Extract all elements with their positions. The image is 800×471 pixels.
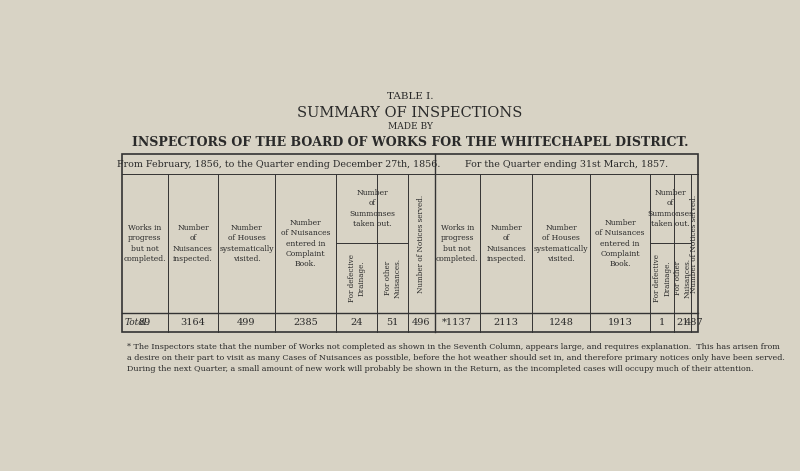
Text: Number
of Nuisances
entered in
Complaint
Book.: Number of Nuisances entered in Complaint…	[281, 219, 330, 268]
Text: For defective
Drainage.: For defective Drainage.	[348, 254, 366, 302]
Text: 487: 487	[685, 318, 704, 327]
Text: Number
of Nuisances
entered in
Complaint
Book.: Number of Nuisances entered in Complaint…	[595, 219, 645, 268]
Text: From February, 1856, to the Quarter ending December 27th, 1856.: From February, 1856, to the Quarter endi…	[117, 160, 440, 169]
Text: 2113: 2113	[494, 318, 518, 327]
Text: Number
of
Nuisances
inspected.: Number of Nuisances inspected.	[486, 224, 526, 263]
Text: Number of Notices served.: Number of Notices served.	[690, 195, 698, 292]
Text: For other
Nuisances.: For other Nuisances.	[384, 258, 402, 298]
Text: 499: 499	[238, 318, 256, 327]
Text: Number
of
Nuisances
inspected.: Number of Nuisances inspected.	[173, 224, 213, 263]
Text: Number
of
Summonses
taken out.: Number of Summonses taken out.	[349, 189, 395, 228]
Text: For the Quarter ending 31st March, 1857.: For the Quarter ending 31st March, 1857.	[465, 160, 668, 169]
Text: 51: 51	[386, 318, 398, 327]
Text: 21: 21	[676, 318, 689, 327]
Text: Number of Notices served.: Number of Notices served.	[418, 195, 426, 292]
Text: For defective
Drainage.: For defective Drainage.	[654, 254, 671, 302]
Text: During the next Quarter, a small amount of new work will probably be shown in th: During the next Quarter, a small amount …	[127, 365, 754, 373]
Text: SUMMARY OF INSPECTIONS: SUMMARY OF INSPECTIONS	[298, 106, 522, 120]
Text: Number
of
Summonses
taken out.: Number of Summonses taken out.	[647, 189, 694, 228]
Text: Number
of Houses
systematically
visited.: Number of Houses systematically visited.	[534, 224, 588, 263]
Text: a desire on their part to visit as many Cases of Nuisances as possible, before t: a desire on their part to visit as many …	[127, 354, 785, 362]
Text: TABLE I.: TABLE I.	[386, 92, 434, 101]
Text: Works in
progress
but not
completed.: Works in progress but not completed.	[124, 224, 166, 263]
Bar	[122, 154, 698, 332]
Text: MADE BY: MADE BY	[387, 122, 433, 131]
Text: Total.: Total.	[125, 318, 150, 327]
Text: INSPECTORS OF THE BOARD OF WORKS FOR THE WHITECHAPEL DISTRICT.: INSPECTORS OF THE BOARD OF WORKS FOR THE…	[132, 136, 688, 149]
Text: 89: 89	[139, 318, 151, 327]
Text: 1248: 1248	[549, 318, 574, 327]
Text: 3164: 3164	[181, 318, 206, 327]
Text: Number
of Houses
systematically
visited.: Number of Houses systematically visited.	[219, 224, 274, 263]
Text: 2385: 2385	[294, 318, 318, 327]
Text: For other
Nuisances.: For other Nuisances.	[674, 258, 691, 298]
Text: 496: 496	[412, 318, 430, 327]
Text: 1: 1	[659, 318, 666, 327]
Text: *1137: *1137	[442, 318, 472, 327]
Text: * The Inspectors state that the number of Works not completed as shown in the Se: * The Inspectors state that the number o…	[127, 343, 780, 351]
Text: Works in
progress
but not
completed.: Works in progress but not completed.	[436, 224, 478, 263]
Text: 24: 24	[350, 318, 363, 327]
Text: 1913: 1913	[607, 318, 633, 327]
